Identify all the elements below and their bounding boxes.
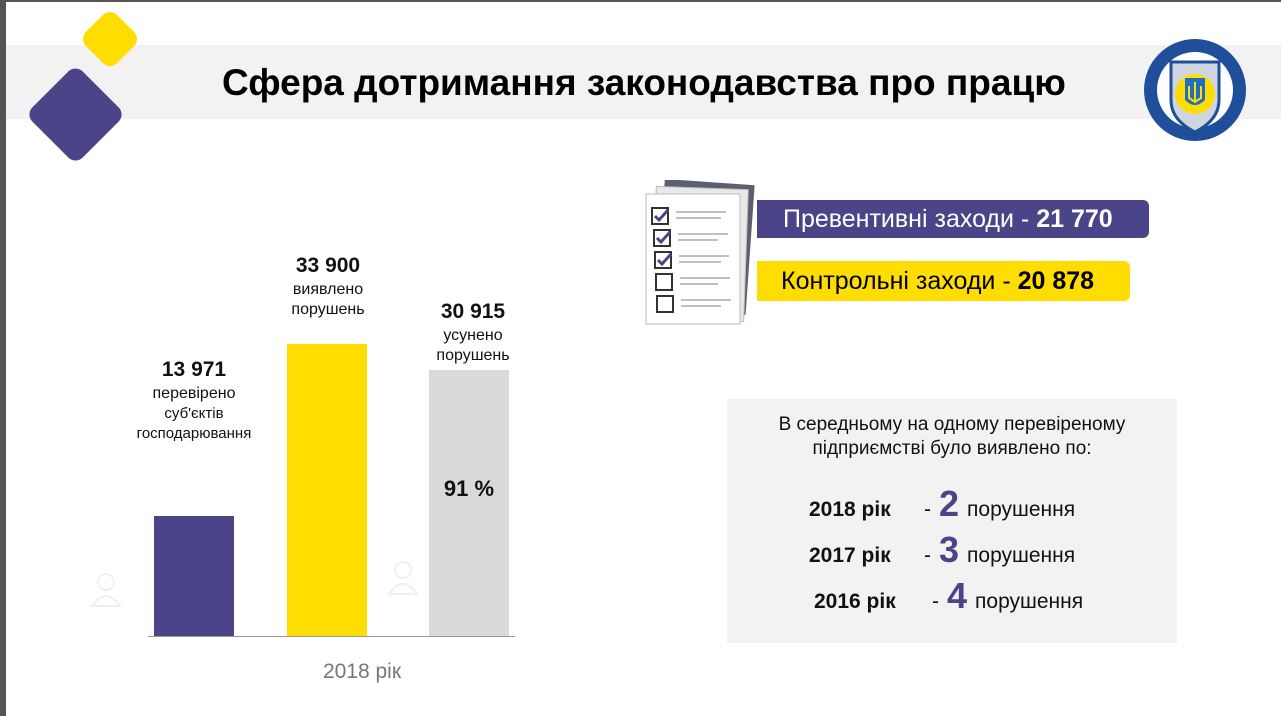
average-violations-panel: В середньому на одному перевіреному підп…: [727, 399, 1177, 643]
x-axis-label: 2018 рік: [322, 660, 402, 683]
ministry-seal-logo: [1144, 39, 1246, 141]
bar-2: [429, 369, 509, 636]
row-unit: порушення: [967, 498, 1076, 521]
control-value: 20 878: [1017, 267, 1095, 295]
row-dash: -: [932, 590, 939, 613]
value-label: 13 971: [161, 358, 227, 381]
value-label: 33 900: [295, 254, 361, 277]
percent-annotation: 91 %: [443, 476, 495, 501]
bar-1: [287, 344, 367, 636]
row-unit: порушення: [967, 544, 1076, 567]
checklist-icon: [645, 180, 755, 325]
row-year: 2018 рік: [809, 498, 891, 521]
data-label-fixed: 30 915 усунено порушень: [393, 298, 553, 366]
row-year: 2017 рік: [809, 544, 891, 567]
window-border-left: [0, 0, 6, 716]
row-dash: -: [924, 544, 931, 567]
bar-0: [154, 515, 234, 636]
label-line: суб'єктів: [164, 405, 224, 422]
data-label-found: 33 900 виявлено порушень: [248, 252, 408, 320]
label-line: порушень: [436, 347, 510, 364]
window-border-top: [0, 0, 1281, 2]
control-label: Контрольні заходи -: [781, 267, 1018, 295]
preventive-measures-badge: Превентивні заходи - 21 770: [757, 200, 1149, 238]
panel-heading: В середньому на одному перевіреному підп…: [727, 413, 1177, 461]
x-axis-line: [148, 636, 515, 637]
person-icon: [90, 573, 122, 607]
average-row: 2018 рік -2 порушення: [809, 483, 1075, 525]
label-line: господарювання: [136, 425, 252, 442]
preventive-label: Превентивні заходи -: [783, 205, 1037, 233]
data-label-checked: 13 971 перевірено суб'єктів господарюван…: [114, 356, 274, 444]
row-unit: порушення: [975, 590, 1084, 613]
label-line: перевірено: [152, 385, 236, 402]
row-count: 3: [939, 529, 960, 570]
page-title: Сфера дотримання законодавства про працю: [222, 62, 1066, 103]
control-measures-badge: Контрольні заходи - 20 878: [757, 261, 1130, 301]
average-row: 2016 рік -4 порушення: [814, 575, 1083, 617]
row-year: 2016 рік: [814, 590, 896, 613]
average-row: 2017 рік -3 порушення: [809, 529, 1075, 571]
row-count: 2: [939, 483, 960, 524]
preventive-value: 21 770: [1036, 205, 1113, 233]
label-line: виявлено: [292, 281, 364, 298]
label-line: порушень: [291, 301, 365, 318]
title-band: [6, 45, 1281, 119]
person-icon: [387, 561, 419, 595]
row-count: 4: [947, 575, 968, 616]
label-line: усунено: [443, 327, 503, 344]
value-label: 30 915: [440, 300, 506, 323]
row-dash: -: [924, 498, 931, 521]
heading-line: підприємстві було виявлено по:: [812, 438, 1092, 459]
heading-line: В середньому на одному перевіреному: [778, 414, 1126, 435]
